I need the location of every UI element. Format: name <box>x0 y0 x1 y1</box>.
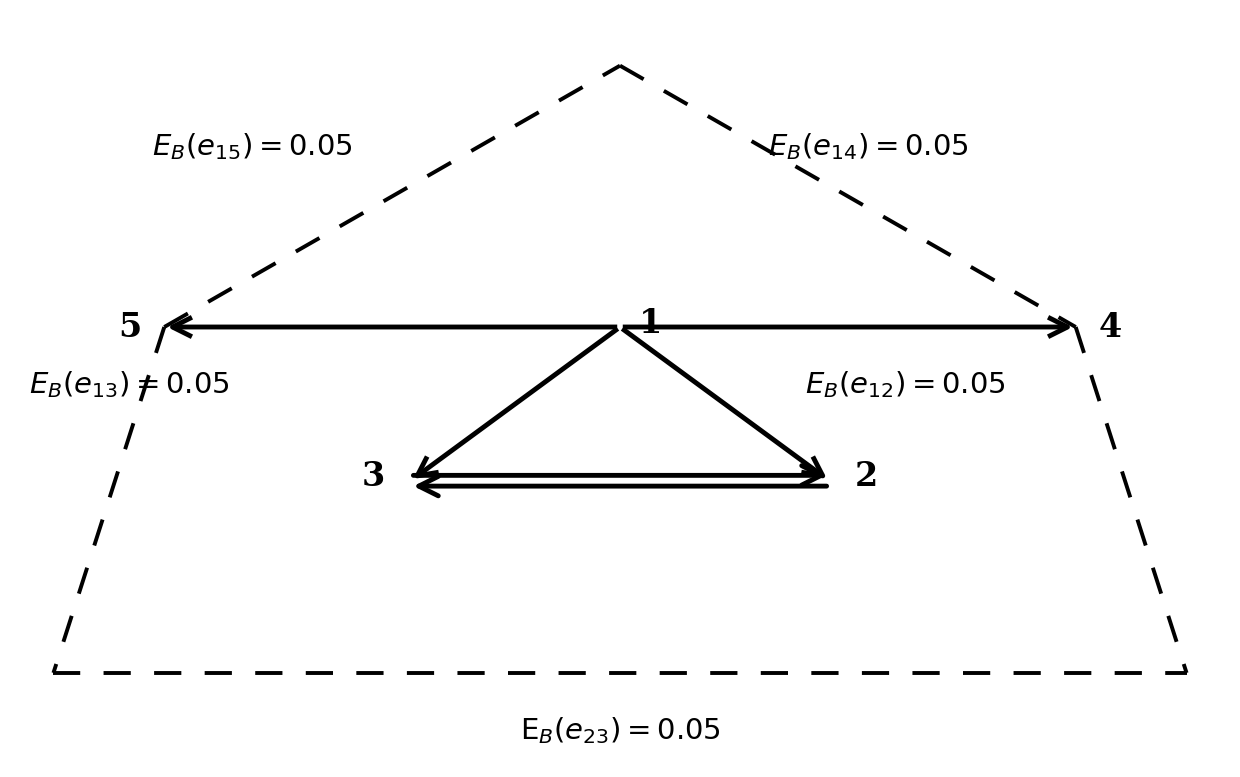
Text: $\mathrm{E}_B(e_{23})=0.05$: $\mathrm{E}_B(e_{23})=0.05$ <box>520 715 720 746</box>
Text: 1: 1 <box>639 307 662 340</box>
Text: 3: 3 <box>362 461 386 493</box>
Text: 5: 5 <box>118 311 141 343</box>
Text: $E_B(e_{12})=0.05$: $E_B(e_{12})=0.05$ <box>805 369 1006 400</box>
Text: $E_B(e_{14})=0.05$: $E_B(e_{14})=0.05$ <box>768 131 968 162</box>
Text: $E_B(e_{15})=0.05$: $E_B(e_{15})=0.05$ <box>153 131 352 162</box>
Text: 4: 4 <box>1099 311 1122 343</box>
Text: $E_B(e_{13})=0.05$: $E_B(e_{13})=0.05$ <box>29 369 229 400</box>
Text: 2: 2 <box>854 461 878 493</box>
